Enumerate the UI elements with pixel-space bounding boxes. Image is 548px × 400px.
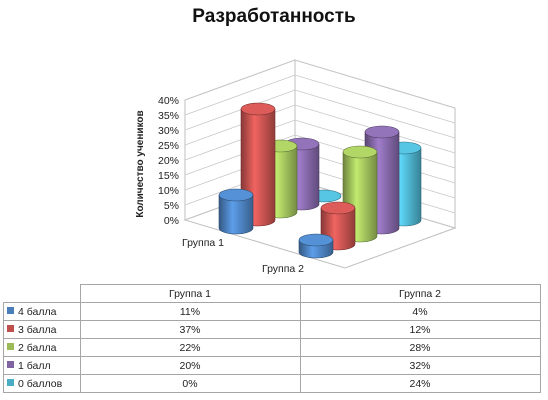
x-axis-labels: Группа 1 Группа 2: [182, 237, 304, 275]
table-row: 1 балл 20% 32%: [3, 356, 541, 375]
legend-entry: 0 баллов: [3, 374, 81, 393]
gridline: [184, 59, 456, 109]
cylinder-top: [298, 233, 334, 247]
cylinder-top: [320, 201, 356, 215]
legend-swatch: [7, 325, 14, 333]
table-header-group-1: Группа 1: [79, 284, 301, 303]
table-cell: 37%: [79, 320, 301, 339]
cylinder-top: [218, 188, 254, 202]
chart-title: Разработанность: [192, 6, 356, 27]
y-tick-label: 10%: [158, 185, 179, 197]
x-tick-label: Группа 2: [262, 263, 304, 275]
y-tick-label: 20%: [158, 155, 179, 167]
y-tick-label: 30%: [158, 125, 179, 137]
legend-entry: 3 балла: [3, 320, 81, 339]
legend-label: 0 баллов: [18, 377, 63, 390]
table-header-group-2: Группа 2: [299, 284, 541, 303]
y-tick-label: 25%: [158, 140, 179, 152]
table-cell: 20%: [79, 356, 301, 375]
y-tick-label: 0%: [164, 215, 179, 227]
gridline: [184, 74, 456, 124]
legend-entry: 1 балл: [3, 356, 81, 375]
table-cell: 11%: [79, 302, 301, 321]
legend-swatch: [7, 379, 14, 387]
data-table: Группа 1 Группа 2 4 балла 11% 4% 3 балла 37%…: [3, 284, 541, 393]
table-cell: 24%: [299, 374, 541, 393]
table-cell: 0%: [79, 374, 301, 393]
table-row: 0 баллов 0% 24%: [3, 374, 541, 393]
legend-label: 4 балла: [18, 305, 57, 318]
table-row: 4 балла 11% 4%: [3, 302, 541, 321]
bar-4 балла-Группа 1: [218, 188, 254, 235]
cylinder-body: [218, 194, 254, 235]
table-corner: [3, 284, 81, 303]
legend-entry: 4 балла: [3, 302, 81, 321]
legend-label: 2 балла: [18, 341, 57, 354]
legend-label: 1 балл: [18, 359, 51, 372]
cylinder-top: [342, 145, 378, 159]
table-row: 3 балла 37% 12%: [3, 320, 541, 339]
y-axis-title: Количество учеников: [135, 110, 146, 217]
table-cell: 32%: [299, 356, 541, 375]
gridline: [184, 89, 456, 139]
y-tick-label: 35%: [158, 110, 179, 122]
cylinder-top: [240, 102, 276, 116]
chart-bars: [218, 102, 422, 259]
table-cell: 4%: [299, 302, 541, 321]
legend-label: 3 балла: [18, 323, 57, 336]
table-cell: 28%: [299, 338, 541, 357]
cylinder-top: [364, 125, 400, 139]
table-row: 2 балла 22% 28%: [3, 338, 541, 357]
chart-3d-cylinders: 0% 5% 10% 15% 20% 25% 30% 35% 40% Количество учен…: [135, 59, 457, 275]
table-cell: 12%: [299, 320, 541, 339]
x-tick-label: Группа 1: [182, 237, 224, 249]
y-tick-label: 15%: [158, 170, 179, 182]
legend-swatch: [7, 343, 14, 351]
legend-entry: 2 балла: [3, 338, 81, 357]
legend-swatch: [7, 361, 14, 369]
gridline: [184, 104, 456, 154]
y-tick-label: 5%: [164, 200, 179, 212]
legend-swatch: [7, 307, 14, 315]
table-cell: 22%: [79, 338, 301, 357]
y-tick-label: 40%: [158, 95, 179, 107]
bar-4 балла-Группа 2: [298, 233, 334, 259]
